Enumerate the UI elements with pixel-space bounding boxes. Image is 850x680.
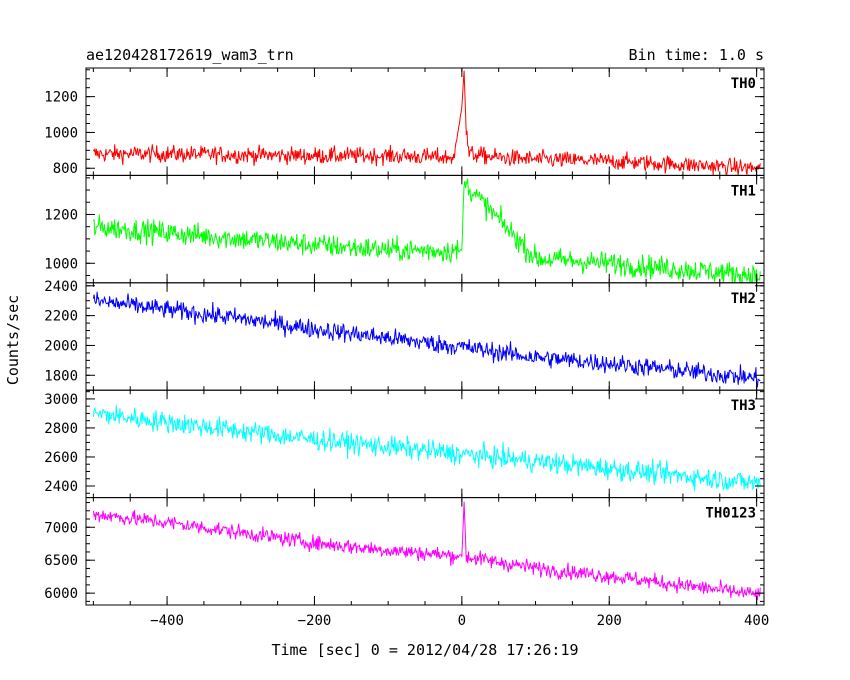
panel-frame bbox=[85, 497, 765, 606]
y-tick-label: 2800 bbox=[44, 421, 78, 437]
series-line-th0123 bbox=[92, 501, 761, 601]
chart-title: ae120428172619_wam3_trn bbox=[86, 46, 294, 64]
panel-label: TH1 bbox=[731, 183, 756, 199]
y-tick-label: 1800 bbox=[44, 368, 78, 384]
y-tick-label: 2400 bbox=[44, 279, 78, 295]
panel-th0123: 6000 6500 7000 TH0123 bbox=[44, 497, 765, 606]
y-tick-label: 1000 bbox=[44, 125, 78, 141]
y-tick-label: 7000 bbox=[44, 520, 78, 536]
y-tick-label: 6000 bbox=[44, 586, 78, 602]
panel-th2: 1800 2000 2200 2400 TH2 bbox=[44, 279, 765, 391]
series-line-th2 bbox=[92, 291, 761, 388]
y-tick-label: 6500 bbox=[44, 553, 78, 569]
y-tick-label: 800 bbox=[53, 161, 78, 177]
panel-label: TH0123 bbox=[705, 506, 756, 522]
y-axis-label: Counts/sec bbox=[4, 295, 22, 385]
y-tick-label: 2400 bbox=[44, 479, 78, 495]
y-tick-label: 1000 bbox=[44, 256, 78, 272]
panel-label: TH3 bbox=[731, 398, 756, 414]
y-tick-label: 2200 bbox=[44, 309, 78, 325]
x-tick-label: −200 bbox=[298, 613, 332, 629]
series-line-th0 bbox=[92, 70, 761, 176]
panel-label: TH2 bbox=[731, 291, 756, 307]
panel-th3: 2400 2600 2800 3000 TH3 bbox=[44, 389, 765, 499]
y-tick-label: 3000 bbox=[44, 392, 78, 408]
panel-th1: 1000 1200 TH1 bbox=[44, 174, 765, 284]
x-tick-label: 0 bbox=[458, 613, 466, 629]
x-axis-label: Time [sec] 0 = 2012/04/28 17:26:19 bbox=[271, 641, 578, 659]
bin-time-label: Bin time: 1.0 s bbox=[629, 46, 764, 64]
y-tick-label: 1200 bbox=[44, 207, 78, 223]
series-line-th1 bbox=[92, 178, 761, 283]
series-line-th3 bbox=[92, 405, 761, 492]
x-tick-label: 400 bbox=[744, 613, 769, 629]
panel-th0: 800 1000 1200 TH0 bbox=[44, 67, 765, 177]
panel-label: TH0 bbox=[731, 76, 756, 92]
x-tick-label: −400 bbox=[150, 613, 184, 629]
y-tick-label: 2600 bbox=[44, 450, 78, 466]
panel-frame bbox=[85, 389, 765, 499]
y-tick-label: 2000 bbox=[44, 338, 78, 354]
y-tick-label: 1200 bbox=[44, 90, 78, 106]
panel-frame bbox=[85, 282, 765, 391]
panel-frame bbox=[85, 67, 765, 176]
panels-group: 80010001200TH010001200TH1180020002200240… bbox=[44, 67, 769, 629]
x-tick-label: 200 bbox=[597, 613, 622, 629]
